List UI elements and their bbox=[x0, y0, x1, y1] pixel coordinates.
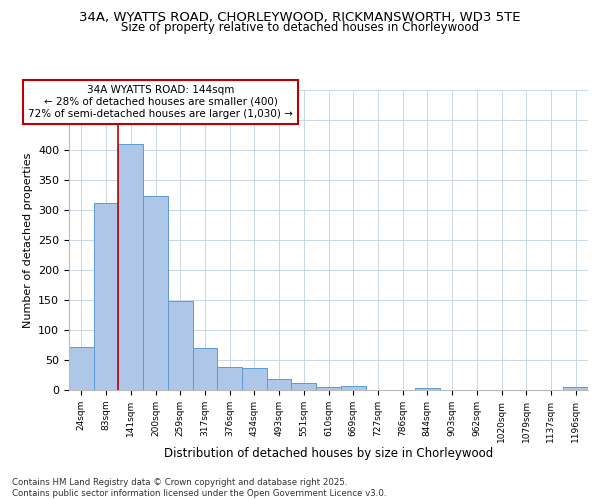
Bar bbox=[292, 383, 316, 390]
Bar bbox=[69, 347, 94, 390]
Bar bbox=[242, 368, 267, 390]
Bar bbox=[168, 301, 193, 390]
Bar bbox=[143, 196, 168, 390]
Bar bbox=[415, 388, 440, 390]
Text: Size of property relative to detached houses in Chorleywood: Size of property relative to detached ho… bbox=[121, 21, 479, 34]
Bar bbox=[193, 348, 217, 390]
X-axis label: Distribution of detached houses by size in Chorleywood: Distribution of detached houses by size … bbox=[164, 448, 493, 460]
Text: 34A WYATTS ROAD: 144sqm
← 28% of detached houses are smaller (400)
72% of semi-d: 34A WYATTS ROAD: 144sqm ← 28% of detache… bbox=[28, 86, 293, 118]
Y-axis label: Number of detached properties: Number of detached properties bbox=[23, 152, 32, 328]
Text: 34A, WYATTS ROAD, CHORLEYWOOD, RICKMANSWORTH, WD3 5TE: 34A, WYATTS ROAD, CHORLEYWOOD, RICKMANSW… bbox=[79, 11, 521, 24]
Text: Contains HM Land Registry data © Crown copyright and database right 2025.
Contai: Contains HM Land Registry data © Crown c… bbox=[12, 478, 386, 498]
Bar bbox=[341, 386, 365, 390]
Bar bbox=[267, 379, 292, 390]
Bar bbox=[118, 144, 143, 390]
Bar bbox=[217, 367, 242, 390]
Bar bbox=[316, 387, 341, 390]
Bar bbox=[94, 203, 118, 390]
Bar bbox=[563, 387, 588, 390]
